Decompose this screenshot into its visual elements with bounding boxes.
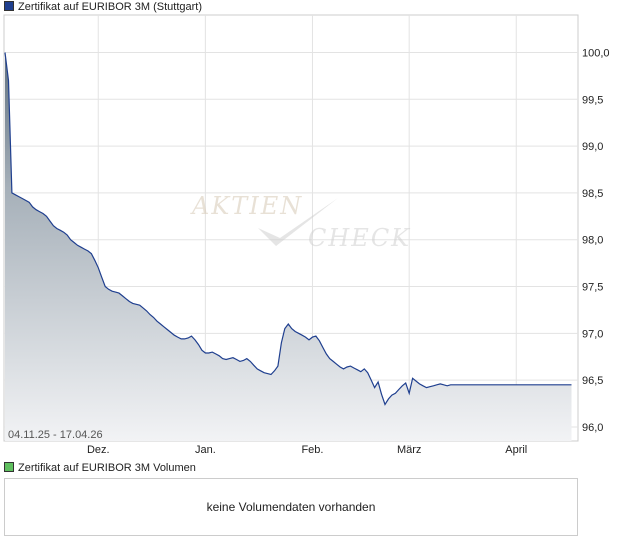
x-tick-label-2: Feb.	[301, 444, 323, 456]
y-tick-label-6: 99,0	[582, 141, 603, 153]
price-line	[4, 52, 572, 406]
volume-legend-label: Zertifikat auf EURIBOR 3M Volumen	[18, 462, 196, 474]
date-range-label: 04.11.25 - 17.04.26	[8, 429, 103, 441]
volume-legend: Zertifikat auf EURIBOR 3M Volumen	[4, 461, 196, 475]
aktiencheck-watermark: AKTIEN CHECK	[190, 192, 411, 252]
y-tick-label-4: 98,0	[582, 235, 603, 247]
volume-panel: keine Volumendaten vorhanden	[4, 478, 578, 536]
y-tick-label-3: 97,5	[582, 282, 603, 294]
watermark-line2: CHECK	[308, 224, 411, 252]
price-legend-swatch	[4, 1, 14, 11]
price-chart: AKTIEN CHECK 96,0 96,5 97,0 97,5 98,0 98,5 99,…	[3, 14, 610, 456]
y-tick-label-1: 96,5	[582, 375, 603, 387]
price-legend-label: Zertifikat auf EURIBOR 3M (Stuttgart)	[18, 1, 202, 13]
y-axis-labels: 96,0 96,5 97,0 97,5 98,0 98,5 99,0 99,5 100,0	[582, 47, 610, 434]
x-tick-label-3: März	[397, 444, 421, 456]
price-legend: Zertifikat auf EURIBOR 3M (Stuttgart)	[4, 0, 202, 14]
y-tick-label-5: 98,5	[582, 188, 603, 200]
series	[4, 52, 572, 441]
volume-empty-message: keine Volumendaten vorhanden	[206, 500, 376, 514]
y-tick-label-2: 97,0	[582, 328, 603, 340]
x-tick-label-4: April	[505, 444, 527, 456]
watermark-line1: AKTIEN	[190, 192, 303, 220]
x-axis-labels: Dez. Jan. Feb. März April	[87, 444, 527, 456]
y-tick-label-8: 100,0	[582, 47, 610, 59]
x-tick-label-1: Jan.	[195, 444, 216, 456]
price-area-fill	[5, 52, 572, 441]
y-tick-label-0: 96,0	[582, 422, 603, 434]
y-tick-label-7: 99,5	[582, 94, 603, 106]
x-tick-label-0: Dez.	[87, 444, 110, 456]
volume-legend-swatch	[4, 462, 14, 472]
